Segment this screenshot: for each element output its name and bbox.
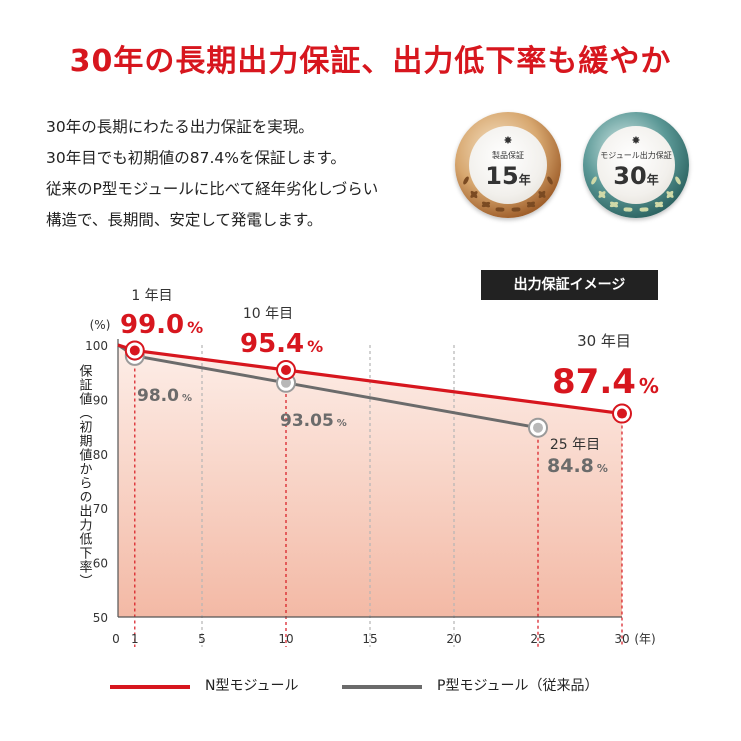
sun-icon: ✸ (631, 134, 641, 147)
medal-years: 30年 (597, 162, 675, 190)
medal-face: ✸ モジュール出力保証 30年 (597, 126, 675, 204)
medal-years-number: 30 (613, 162, 647, 190)
y-tick-label: 90 (93, 393, 108, 407)
data-point-core (129, 350, 140, 361)
data-point (612, 403, 632, 424)
data-point-core (129, 345, 140, 356)
x-tick-label: 5 (198, 632, 206, 646)
x-tick-label: 10 (278, 632, 293, 646)
data-point (124, 340, 145, 361)
y-tick-label: 60 (93, 557, 108, 571)
data-point (528, 417, 548, 438)
value-label: 98.0% (137, 386, 192, 406)
data-point-core (617, 408, 627, 419)
medal-face: ✸ 製品保証 15年 (469, 126, 547, 204)
intro-line: 30年の長期にわたる出力保証を実現。 (46, 118, 314, 136)
area-fill (118, 345, 622, 617)
data-point-core (533, 422, 543, 433)
x-tick-label: 0 (112, 632, 120, 646)
year-label: 30 年目 (577, 332, 631, 350)
medal-label: モジュール出力保証 (600, 151, 672, 160)
value-label: 95.4% (240, 329, 323, 359)
headline: 30年の長期出力保証、出力低下率も緩やか (69, 44, 672, 79)
x-tick-label: 20 (446, 632, 461, 646)
sun-icon: ✸ (503, 134, 513, 147)
y-unit-label: (%) (90, 318, 111, 332)
data-point (276, 360, 296, 381)
value-label: 84.8% (547, 455, 608, 477)
data-point (276, 372, 296, 393)
legend: N型モジュール P型モジュール（従来品） (110, 676, 650, 696)
x-tick-label: 15 (362, 632, 377, 646)
data-point (124, 345, 145, 366)
series-line (117, 343, 539, 430)
y-tick-label: 70 (93, 502, 108, 516)
data-point-core (281, 377, 291, 388)
medal-years-unit: 年 (646, 173, 659, 187)
x-tick-label: 1 (131, 632, 139, 646)
medal-years-number: 15 (485, 162, 519, 190)
legend-swatch-p (342, 685, 422, 689)
medal-label: 製品保証 (492, 151, 524, 160)
intro-line: 30年目でも初期値の87.4%を保証します。 (46, 149, 346, 167)
legend-swatch-n (110, 685, 190, 689)
year-label: 10 年目 (243, 306, 293, 322)
value-label: 99.0% (120, 310, 203, 340)
series-line (117, 343, 623, 416)
year-label: 1 年目 (131, 288, 172, 304)
data-point-core (281, 365, 291, 376)
intro-text: 30年の長期にわたる出力保証を実現。 30年目でも初期値の87.4%を保証します… (46, 112, 466, 236)
intro-line: 従来のP型モジュールに比べて経年劣化しづらい (46, 180, 379, 198)
medal-years-unit: 年 (518, 173, 531, 187)
value-label: 93.05% (280, 411, 347, 431)
x-tick-label: 30 (614, 632, 629, 646)
y-tick-label: 80 (93, 448, 108, 462)
legend-label-n: N型モジュール (205, 678, 299, 694)
output-warranty-medal: ✸ モジュール出力保証 30年 (583, 112, 689, 218)
y-tick-label: 100 (85, 339, 108, 353)
product-warranty-medal: ✸ 製品保証 15年 (455, 112, 561, 218)
year-label: 25 年目 (550, 437, 600, 453)
value-label: 87.4% (552, 362, 659, 402)
intro-line: 構造で、長期間、安定して発電します。 (46, 211, 323, 229)
y-axis-label: 保証値（初期値からの出力低下率） (77, 364, 93, 588)
chart-tag: 出力保証イメージ (481, 270, 658, 300)
x-tick-label: 25 (530, 632, 545, 646)
legend-label-p: P型モジュール（従来品） (437, 678, 599, 694)
medal-years: 15年 (469, 162, 547, 190)
y-tick-label: 50 (93, 611, 108, 625)
x-unit-label: (年) (634, 632, 655, 646)
